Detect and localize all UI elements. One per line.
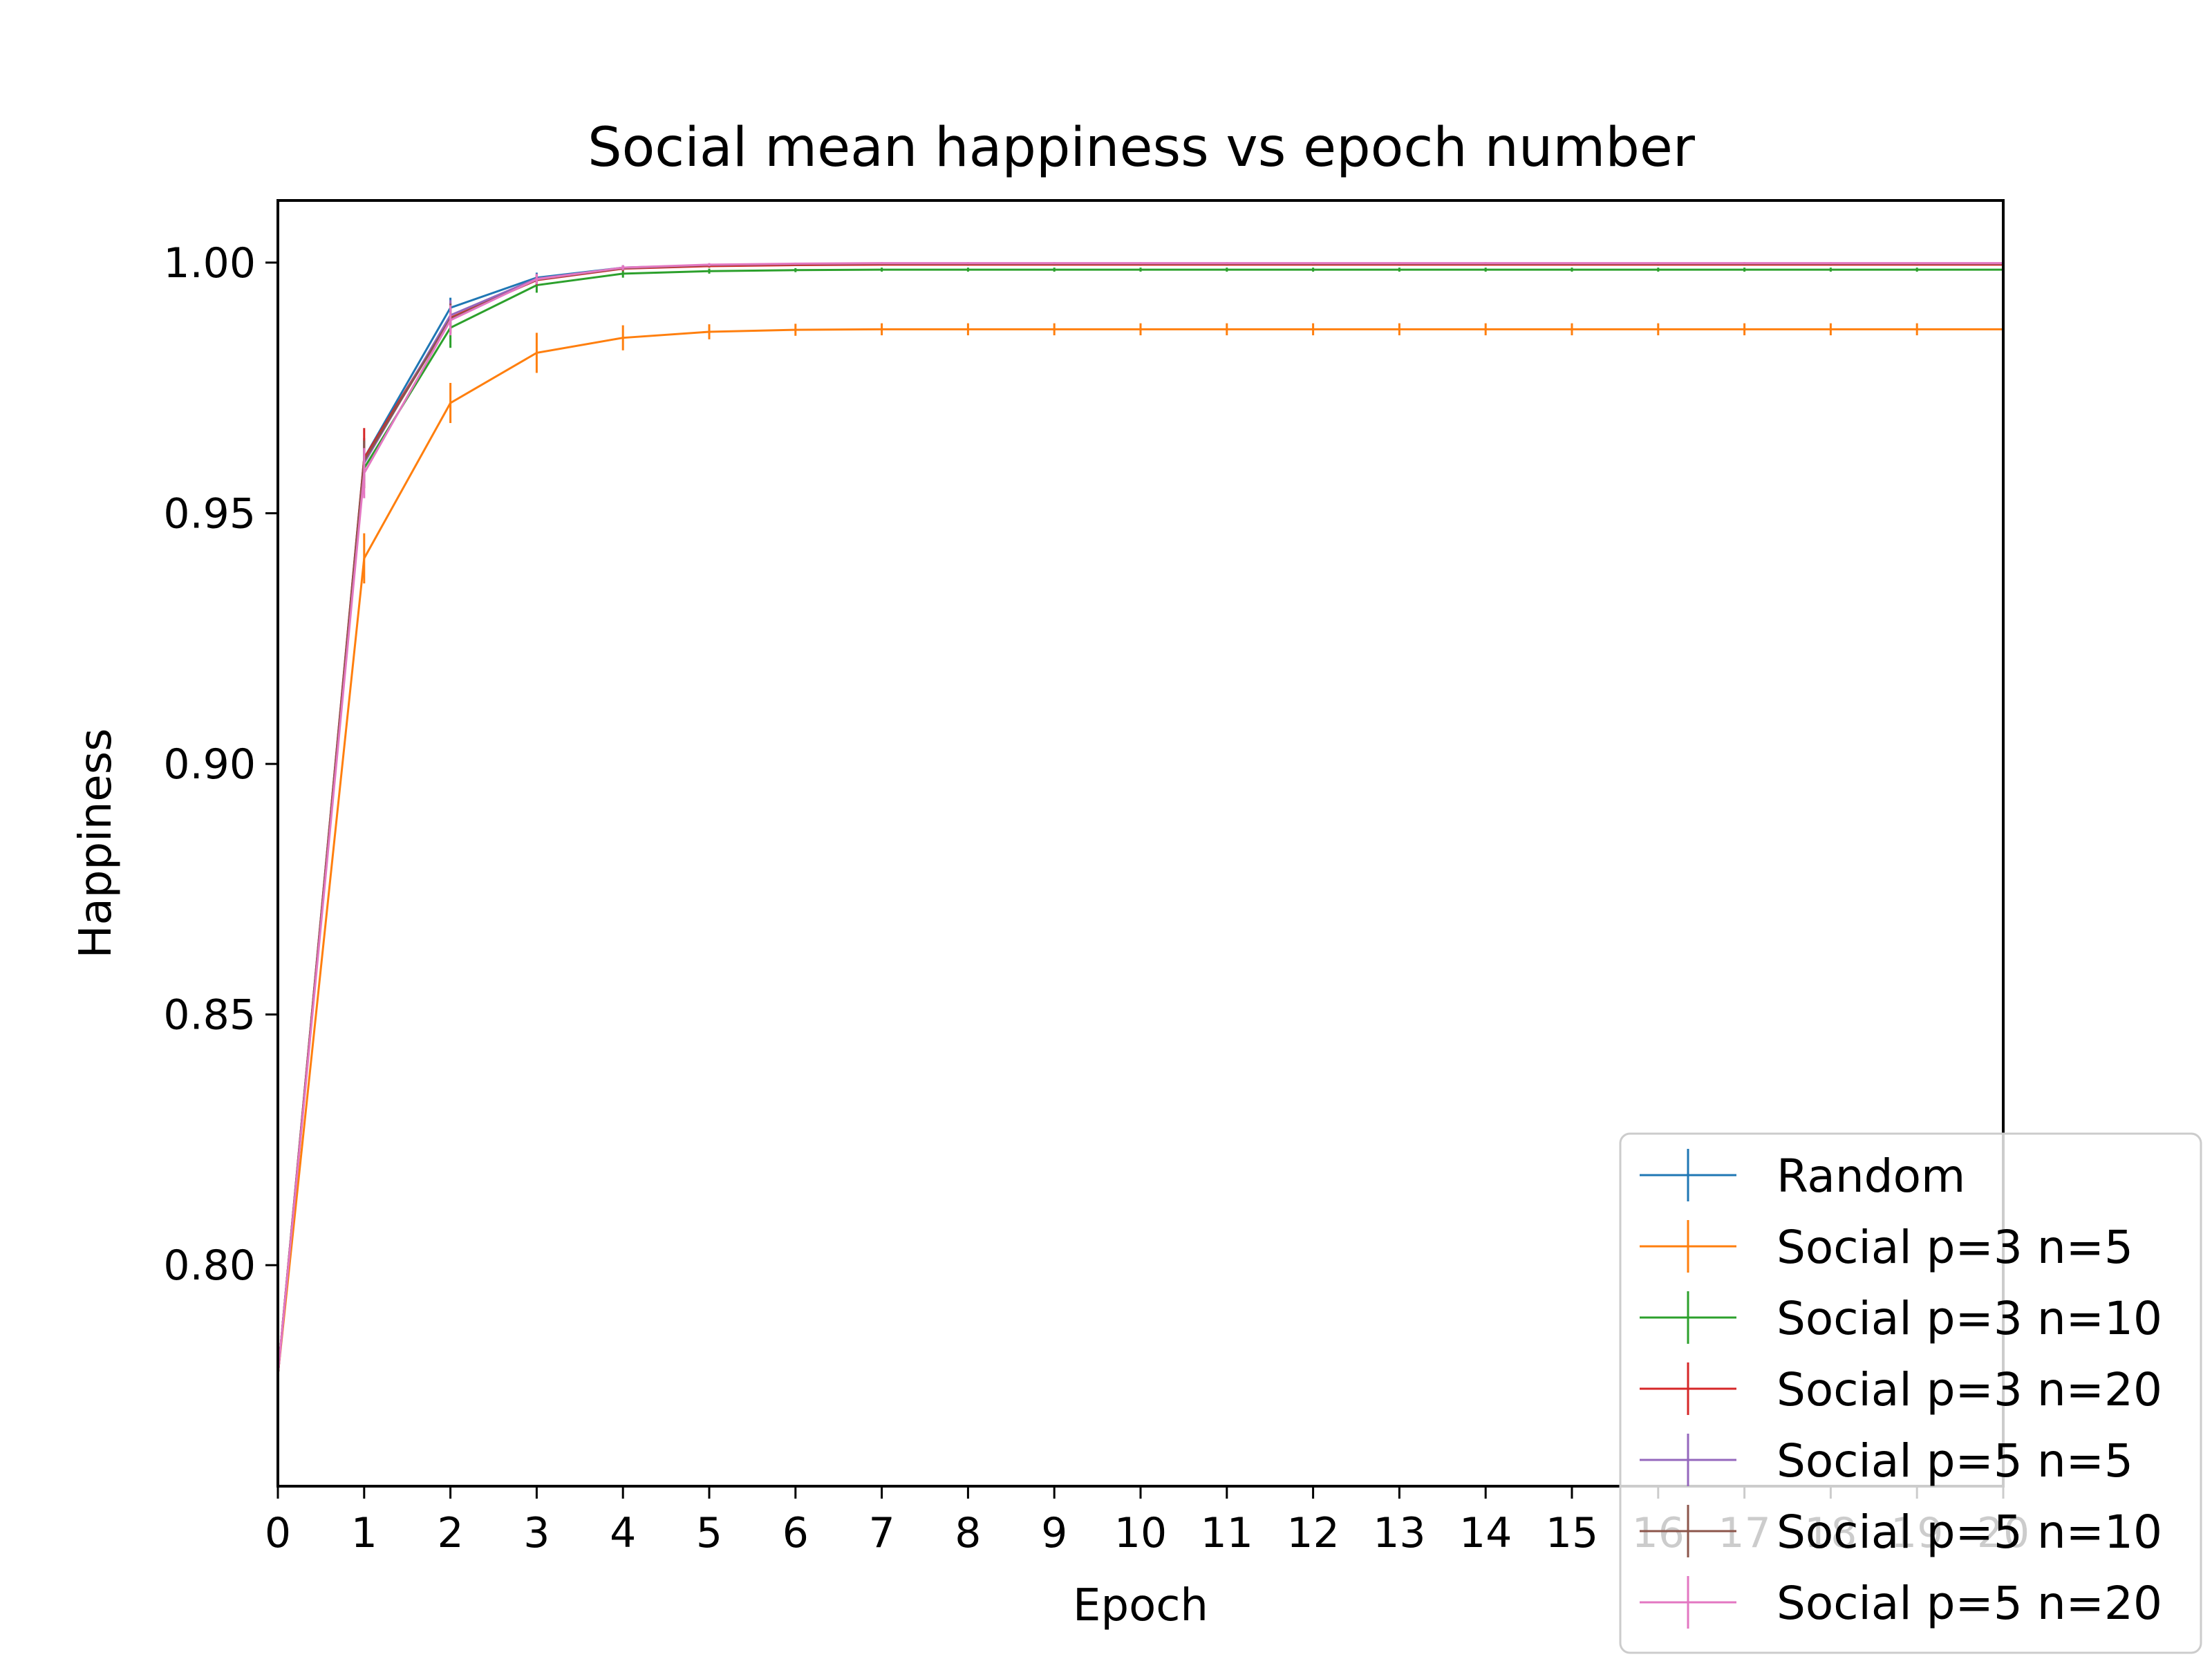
legend-item-5: Social p=5 n=10 (1640, 1505, 2162, 1559)
legend-item-6: Social p=5 n=20 (1640, 1576, 2162, 1630)
legend-label: Social p=5 n=20 (1777, 1577, 2162, 1630)
y-axis-ticks: 0.80 0.85 0.90 0.95 1.00 (163, 239, 278, 1290)
x-tick-label: 15 (1546, 1509, 1598, 1557)
legend-box (1619, 1132, 2202, 1654)
legend-label: Social p=3 n=20 (1777, 1363, 2162, 1416)
legend-item-3: Social p=3 n=20 (1640, 1362, 2162, 1416)
x-tick-label: 9 (1041, 1509, 1067, 1557)
y-axis-label: Happiness (71, 729, 122, 959)
x-axis-label: Epoch (1073, 1580, 1208, 1631)
x-tick-label: 12 (1286, 1509, 1339, 1557)
x-tick-label: 5 (696, 1509, 722, 1557)
y-tick-label: 0.80 (163, 1241, 256, 1290)
y-tick-label: 0.90 (163, 740, 256, 789)
y-tick-label: 1.00 (163, 239, 256, 288)
plot-frame (276, 199, 2005, 1488)
x-tick-label: 6 (782, 1509, 809, 1557)
series-6 (276, 262, 2005, 1380)
x-tick-label: 3 (523, 1509, 550, 1557)
legend-label: Social p=5 n=10 (1777, 1506, 2162, 1559)
legend-label: Random (1777, 1150, 1965, 1203)
chart-title: Social mean happiness vs epoch number (588, 117, 1696, 179)
x-tick-label: 7 (869, 1509, 895, 1557)
legend-item-1: Social p=3 n=5 (1640, 1220, 2133, 1274)
legend-item-4: Social p=5 n=5 (1640, 1434, 2133, 1488)
x-tick-label: 0 (265, 1509, 291, 1557)
legend: Random Social p=3 n=5 Social p=3 n=10 Socia… (1619, 1132, 2202, 1654)
y-tick-label: 0.85 (163, 991, 256, 1040)
legend-item-0: Random (1640, 1149, 1965, 1203)
x-tick-label: 4 (610, 1509, 636, 1557)
legend-label: Social p=3 n=5 (1777, 1221, 2133, 1274)
x-tick-label: 10 (1114, 1509, 1167, 1557)
x-tick-label: 8 (955, 1509, 981, 1557)
legend-label: Social p=5 n=5 (1777, 1434, 2133, 1488)
x-tick-label: 11 (1201, 1509, 1253, 1557)
plot-area (276, 262, 2005, 1380)
x-tick-label: 13 (1373, 1509, 1425, 1557)
x-tick-label: 2 (438, 1509, 464, 1557)
legend-item-2: Social p=3 n=10 (1640, 1291, 2162, 1345)
legend-label: Social p=3 n=10 (1777, 1292, 2162, 1345)
x-tick-label: 14 (1459, 1509, 1512, 1557)
x-tick-label: 1 (351, 1509, 377, 1557)
y-tick-label: 0.95 (163, 489, 256, 538)
